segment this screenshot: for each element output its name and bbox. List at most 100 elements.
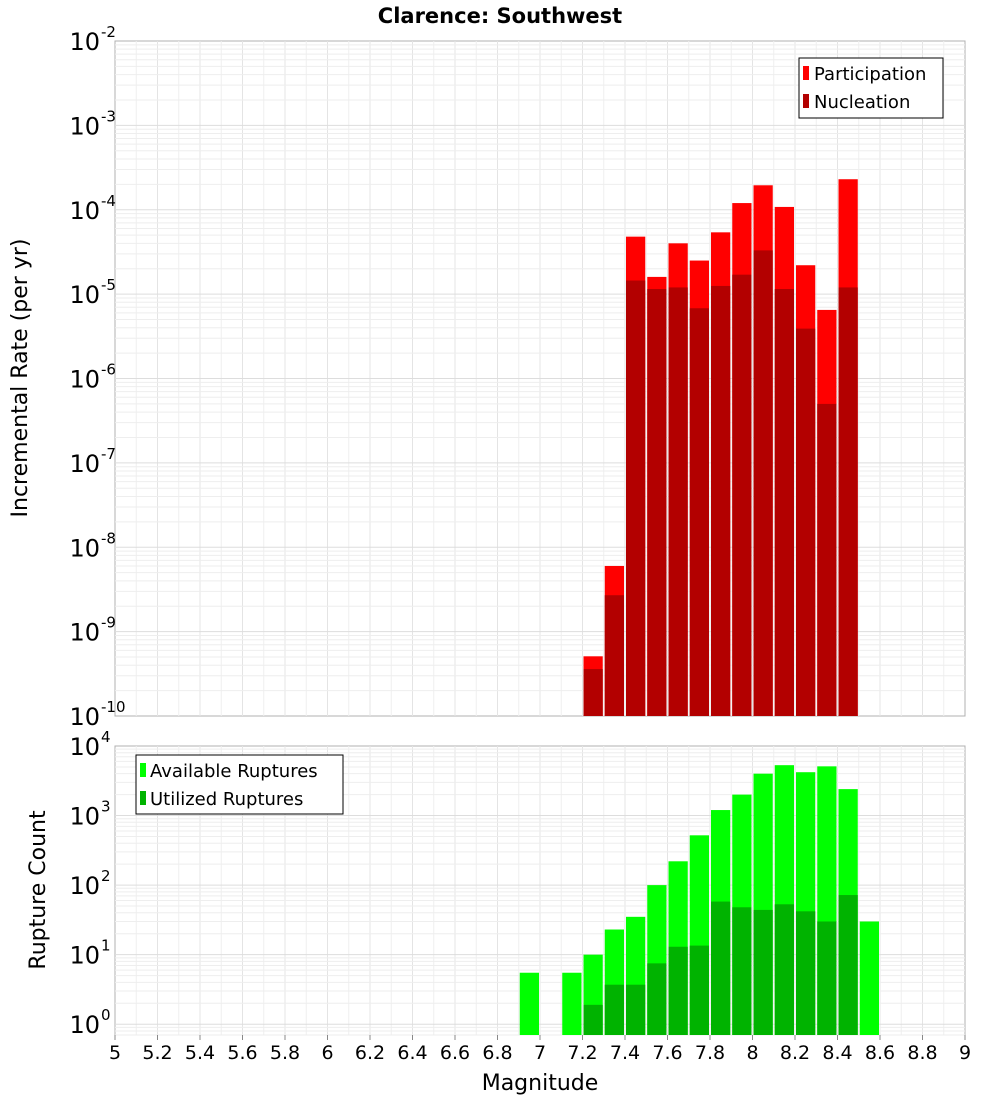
y-tick-label: 10: [69, 281, 100, 309]
available-ruptures-legend-label: Available Ruptures: [150, 761, 318, 782]
y-tick-exponent: 2: [101, 867, 111, 885]
x-tick-label: 5: [109, 1042, 121, 1064]
utilized-ruptures-bar: [796, 911, 816, 1035]
available-ruptures-bar: [562, 972, 582, 1035]
utilized-ruptures-bar: [838, 895, 858, 1035]
x-tick-label: 5.8: [270, 1042, 300, 1064]
nucleation-bar: [774, 289, 794, 716]
nucleation-bar: [583, 669, 603, 716]
participation-legend-label: Participation: [814, 64, 926, 85]
utilized-ruptures-bar: [817, 921, 837, 1035]
x-axis-label: Magnitude: [482, 1071, 599, 1096]
rate-gridlines: [115, 41, 965, 716]
utilized-ruptures-bar: [753, 909, 773, 1035]
count-bars: [519, 765, 879, 1035]
utilized-ruptures-bar: [626, 984, 646, 1035]
y-tick-label: 10: [69, 619, 100, 647]
nucleation-legend-swatch: [803, 94, 809, 108]
rate-legend-box: [798, 57, 944, 119]
nucleation-bar: [796, 328, 816, 716]
count-y-axis-label: Rupture Count: [26, 810, 51, 970]
x-tick-label: 8.2: [780, 1042, 810, 1064]
count-legend-box: [135, 754, 344, 815]
y-tick-exponent: 1: [101, 937, 111, 955]
y-tick-label: 10: [69, 872, 100, 900]
y-tick-exponent: 0: [101, 1006, 111, 1024]
available-ruptures-bar: [859, 921, 879, 1035]
x-tick-label: 6.6: [440, 1042, 470, 1064]
x-tick-label: 6.4: [397, 1042, 427, 1064]
rate-y-axis-label: Incremental Rate (per yr): [8, 239, 33, 518]
x-tick-label: 8: [746, 1042, 758, 1064]
y-tick-label: 10: [69, 534, 100, 562]
y-tick-exponent: -6: [101, 361, 116, 379]
y-tick-label: 10: [69, 733, 100, 761]
y-tick-exponent: 4: [101, 728, 111, 746]
utilized-ruptures-bar: [647, 963, 667, 1035]
x-tick-label: 5.4: [185, 1042, 215, 1064]
nucleation-bar: [753, 250, 773, 717]
count-legend: Available Ruptures Utilized Ruptures: [135, 754, 344, 815]
y-tick-label: 10: [69, 803, 100, 831]
x-tick-label: 8.4: [822, 1042, 852, 1064]
x-tick-label: 8.6: [865, 1042, 895, 1064]
nucleation-bar: [647, 289, 667, 716]
available-ruptures-legend-swatch: [140, 763, 146, 777]
y-tick-label: 10: [69, 703, 100, 731]
y-tick-exponent: -4: [101, 192, 116, 210]
nucleation-bar: [732, 274, 752, 716]
utilized-ruptures-bar: [583, 1004, 603, 1035]
y-tick-exponent: -7: [101, 445, 116, 463]
nucleation-bar: [668, 287, 688, 716]
x-tick-label: 7.4: [610, 1042, 640, 1064]
nucleation-bar: [626, 280, 646, 716]
x-tick-label: 6.2: [355, 1042, 385, 1064]
nucleation-legend-label: Nucleation: [814, 92, 910, 113]
y-tick-label: 10: [69, 366, 100, 394]
magnitude-x-ticks: 5 5.2 5.4 5.6 5.8 6 6.2 6.4 6.6 6.8 7 7.2 7.4 7.6 7.8 8…: [109, 1035, 971, 1064]
x-tick-label: 5.2: [142, 1042, 172, 1064]
utilized-ruptures-bar: [689, 945, 709, 1035]
nucleation-bar: [689, 308, 709, 716]
utilized-ruptures-bar: [774, 904, 794, 1035]
x-tick-label: 8.8: [907, 1042, 937, 1064]
nucleation-bar: [817, 403, 837, 716]
y-tick-exponent: -9: [101, 614, 116, 632]
utilized-ruptures-bar: [604, 984, 624, 1035]
y-tick-exponent: -10: [101, 698, 126, 716]
nucleation-bar: [838, 287, 858, 716]
y-tick-label: 10: [69, 28, 100, 56]
x-tick-label: 9: [959, 1042, 971, 1064]
y-tick-label: 10: [69, 1011, 100, 1039]
utilized-ruptures-legend-swatch: [140, 791, 146, 805]
y-tick-label: 10: [69, 942, 100, 970]
x-tick-label: 7.2: [567, 1042, 597, 1064]
nucleation-bar: [604, 595, 624, 716]
rate-legend: Participation Nucleation: [798, 57, 944, 119]
y-tick-exponent: 3: [101, 798, 111, 816]
x-tick-label: 6.8: [482, 1042, 512, 1064]
y-tick-label: 10: [69, 450, 100, 478]
y-tick-exponent: -5: [101, 276, 116, 294]
nucleation-bar: [711, 285, 731, 716]
y-tick-exponent: -2: [101, 23, 116, 41]
y-tick-label: 10: [69, 197, 100, 225]
x-tick-label: 6: [321, 1042, 333, 1064]
x-tick-label: 5.6: [227, 1042, 257, 1064]
chart-title: Clarence: Southwest: [378, 4, 622, 28]
x-tick-label: 7.8: [695, 1042, 725, 1064]
utilized-ruptures-bar: [711, 901, 731, 1035]
utilized-ruptures-bar: [732, 907, 752, 1035]
participation-legend-swatch: [803, 66, 809, 80]
x-tick-label: 7: [534, 1042, 546, 1064]
y-tick-exponent: -3: [101, 107, 116, 125]
utilized-ruptures-legend-label: Utilized Ruptures: [150, 789, 303, 810]
y-tick-label: 10: [69, 112, 100, 140]
utilized-ruptures-bar: [668, 946, 688, 1035]
x-tick-label: 7.6: [652, 1042, 682, 1064]
